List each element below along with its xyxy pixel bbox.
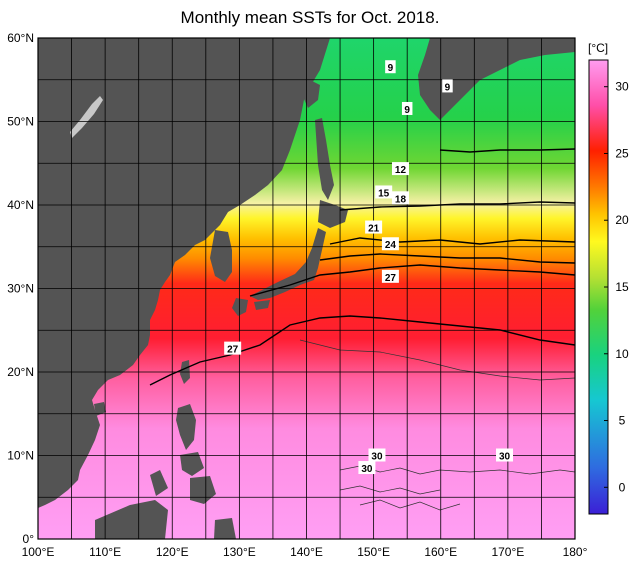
latitude-label: 60°N: [7, 31, 34, 45]
contour-label-box: [381, 269, 399, 283]
contour-label-box: [224, 341, 242, 355]
contour-label: 9: [385, 60, 396, 74]
longitude-label: 150°E: [357, 545, 390, 559]
isotherm-lines: [149, 148, 575, 386]
latitude-labels: 0° 10°N 20°N 30°N 40°N 50°N 60°N: [7, 31, 34, 546]
longitude-label: 170°E: [491, 545, 524, 559]
lake-baikal: [70, 96, 103, 138]
korea: [210, 230, 232, 282]
kamchatka: [418, 38, 575, 120]
longitude-label: 180°: [563, 545, 588, 559]
contour-label-box: [442, 79, 453, 93]
asia-mainland: [38, 38, 330, 508]
contour-label-text: 24: [385, 240, 397, 251]
longitude-label: 100°E: [22, 545, 55, 559]
longitude-label: 120°E: [156, 545, 189, 559]
latitude-label: 10°N: [7, 449, 34, 463]
contour-label-text: 30: [361, 464, 373, 475]
contour-label: 30: [496, 448, 514, 463]
luzon: [176, 404, 196, 450]
latitude-label: 40°N: [7, 198, 34, 212]
contour-label-box: [401, 101, 413, 115]
contour-label-text: 9: [388, 63, 394, 74]
honshu: [250, 228, 326, 300]
indonesia-east: [214, 518, 236, 539]
okhotsk-west-coast: [300, 80, 320, 108]
contour-label: 18: [391, 191, 409, 205]
contour-label-text: 12: [395, 165, 407, 176]
longitude-labels: 100°E 110°E 120°E 130°E 140°E 150°E 160°E 170°E…: [22, 545, 588, 559]
longitude-label: 110°E: [89, 545, 121, 559]
contour-label-text: 9: [404, 105, 410, 116]
isotherm-21: [319, 253, 575, 264]
isotherm-27-north: [149, 315, 575, 386]
colorbar-tick-label: 25: [615, 146, 629, 160]
contour-label-box: [368, 448, 386, 462]
contour-label: 30: [368, 448, 386, 463]
contour-label: 21: [365, 220, 383, 235]
contour-label-text: 27: [227, 345, 239, 356]
contour-label-box: [358, 461, 376, 475]
contour-label-box: [381, 237, 399, 251]
colorbar-tick-label: 15: [615, 280, 629, 294]
longitude-label: 140°E: [290, 545, 323, 559]
colorbar-tick-label: 10: [615, 347, 629, 361]
map-title: Monthly mean SSTs for Oct. 2018.: [180, 8, 440, 27]
sakhalin: [315, 118, 334, 200]
contour-label-text: 30: [371, 452, 383, 463]
kyushu: [232, 298, 248, 316]
contour-label: 24: [381, 237, 399, 251]
longitude-label: 160°E: [424, 545, 457, 559]
contour-label-box: [375, 185, 393, 199]
contour-label-box: [365, 220, 383, 234]
contour-label-text: 27: [385, 273, 397, 284]
borneo: [95, 500, 168, 539]
isotherm-18: [329, 237, 575, 245]
contour-label-box: [496, 448, 514, 462]
hainan: [94, 402, 106, 416]
isotherm-12: [339, 201, 575, 211]
contour-label: 9: [442, 79, 453, 93]
visayas: [180, 452, 204, 476]
colorbar-ticks: 0 5 10 15 20 25 30: [604, 80, 629, 494]
contour-label-text: 18: [395, 194, 407, 205]
palawan: [150, 470, 168, 496]
contour-label: 15: [375, 185, 393, 199]
contour-label: 27: [224, 341, 242, 356]
contour-label-box: [391, 162, 409, 176]
isotherm-24: [249, 264, 575, 297]
contour-label-box: [385, 60, 396, 74]
colorbar-tick-label: 20: [615, 213, 629, 227]
contour-label-text: 9: [445, 82, 451, 93]
contour-label-text: 21: [368, 224, 380, 235]
contour-label-box: [391, 191, 409, 205]
colorbar-tick-label: 0: [619, 480, 626, 494]
latitude-label: 50°N: [7, 115, 34, 129]
contour-label: 27: [381, 269, 399, 284]
isotherm-9: [439, 148, 575, 153]
colorbar-tick-label: 30: [615, 80, 629, 94]
hokkaido: [318, 200, 348, 228]
shikoku: [254, 300, 270, 310]
latitude-label: 0°: [23, 532, 35, 546]
colorbar-unit: [°C]: [588, 41, 608, 55]
contour-label-text: 15: [378, 188, 390, 199]
map-frame: [37, 37, 576, 540]
contour-label: 9: [401, 101, 413, 116]
latitude-label: 30°N: [7, 282, 34, 296]
longitude-label: 130°E: [223, 545, 256, 559]
colorbar-tick-label: 5: [619, 414, 626, 428]
contour-label: 12: [391, 162, 409, 176]
colorbar: [°C] 0 5 10 15 20 25 30: [588, 41, 629, 515]
contour-label: 30: [358, 461, 376, 475]
contour-label-text: 30: [499, 452, 511, 463]
latitude-label: 20°N: [7, 365, 34, 379]
